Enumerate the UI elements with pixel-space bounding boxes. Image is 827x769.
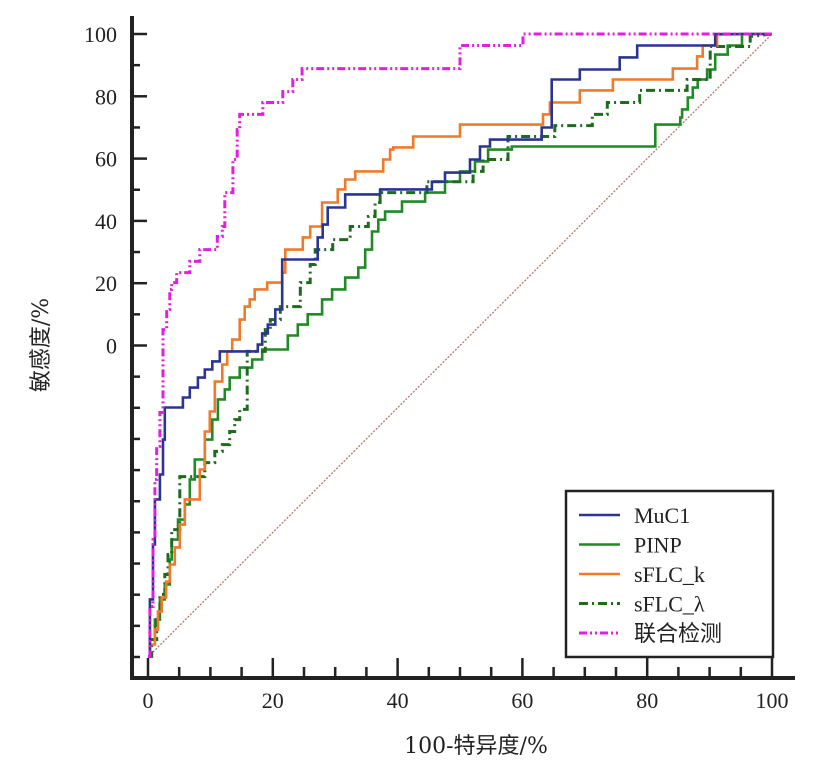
legend-label: sFLC_k — [634, 562, 705, 587]
x-axis-title: 100-特异度/% — [404, 734, 548, 759]
series-line-MuC1 — [148, 32, 772, 658]
legend-label: sFLC_λ — [634, 592, 705, 617]
series-line-联合检测 — [148, 32, 772, 658]
y-axis-title: 敏感度/% — [29, 298, 54, 392]
legend: MuC1 PINP sFLC_k sFLC_λ 联合检测 — [564, 489, 775, 659]
legend-item: sFLC_k — [579, 562, 705, 587]
y-tick-label: 60 — [95, 147, 117, 172]
x-tick-label: 80 — [636, 688, 658, 713]
legend-label: MuC1 — [634, 503, 690, 528]
x-tick-label: 100 — [756, 688, 789, 713]
x-tick-label: 20 — [262, 688, 284, 713]
legend-items: MuC1 PINP sFLC_k sFLC_λ 联合检测 — [579, 503, 722, 646]
legend-label: PINP — [634, 533, 682, 558]
y-tick-label: 0 — [106, 334, 117, 359]
y-tick-label: 100 — [84, 22, 117, 47]
x-tick-label: 60 — [511, 688, 533, 713]
x-tick-label: 40 — [387, 688, 409, 713]
ticks-layer: 0 20 40 60 80 100 100 80 60 40 20 0 — [84, 22, 789, 713]
y-tick-label: 80 — [95, 84, 117, 109]
legend-item: MuC1 — [579, 503, 690, 528]
x-tick-label: 0 — [143, 688, 154, 713]
legend-item: sFLC_λ — [579, 592, 705, 617]
legend-item: 联合检测 — [579, 621, 722, 646]
legend-item: PINP — [579, 533, 682, 558]
series-layer — [148, 32, 773, 658]
legend-label: 联合检测 — [634, 621, 722, 646]
y-tick-label: 40 — [95, 209, 117, 234]
y-tick-label: 20 — [95, 271, 117, 296]
series-line-sFLC_k — [148, 32, 773, 658]
